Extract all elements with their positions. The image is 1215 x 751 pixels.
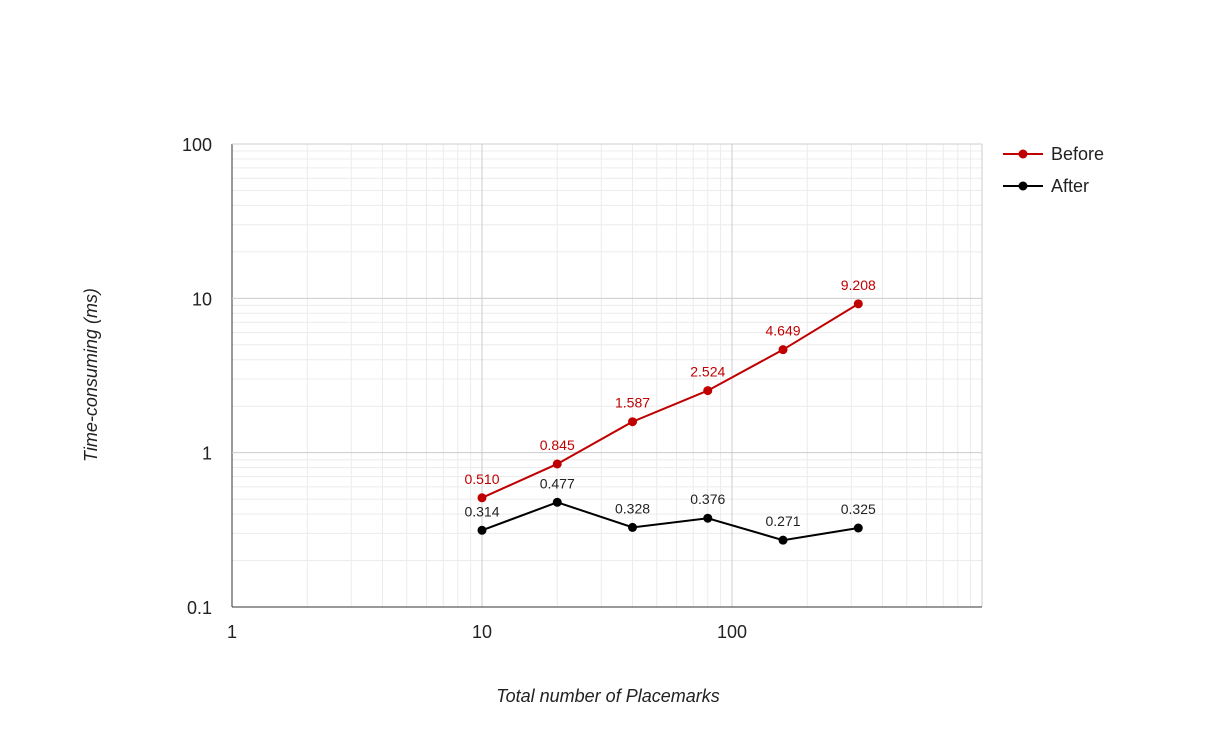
series-layer: 0.510 0.845 1.587 2.524 4.649 9.208 0.314 0.477…: [464, 277, 876, 545]
x-axis-ticks: 1 10 100: [227, 622, 747, 642]
data-point-before: [778, 345, 788, 355]
data-point-before: [703, 386, 713, 396]
x-tick-label: 10: [472, 622, 492, 642]
y-tick-label: 1: [202, 444, 212, 464]
x-axis-title: Total number of Placemarks: [496, 686, 719, 706]
series-line-after: [481, 501, 859, 542]
data-point-after: [552, 497, 562, 507]
data-point-before: [552, 459, 562, 469]
legend-item-after: After: [1003, 176, 1089, 196]
data-label-before: 1.587: [615, 395, 650, 411]
data-label-before: 9.208: [841, 277, 876, 293]
legend-swatch-marker: [1018, 181, 1028, 191]
legend-swatch-marker: [1018, 149, 1028, 159]
series-after: 0.314 0.477 0.328 0.376 0.271 0.325: [464, 475, 876, 545]
series-line-before: [481, 303, 859, 499]
data-label-after: 0.271: [766, 513, 801, 529]
data-point-before: [628, 417, 638, 427]
data-point-after: [628, 522, 638, 532]
x-tick-label: 100: [717, 622, 747, 642]
minor-gridlines: [232, 144, 982, 607]
data-label-before: 0.510: [464, 471, 499, 487]
series-before: 0.510 0.845 1.587 2.524 4.649 9.208: [464, 277, 876, 503]
data-label-before: 0.845: [540, 437, 575, 453]
x-tick-label: 1: [227, 622, 237, 642]
data-point-after: [703, 513, 713, 523]
data-label-before: 2.524: [690, 364, 725, 380]
legend: Before After: [1003, 144, 1104, 196]
y-tick-label: 10: [192, 289, 212, 309]
legend-item-before: Before: [1003, 144, 1104, 164]
y-tick-label: 100: [182, 135, 212, 155]
legend-label: After: [1051, 176, 1089, 196]
data-label-after: 0.328: [615, 500, 650, 516]
data-point-after: [853, 523, 863, 533]
legend-label: Before: [1051, 144, 1104, 164]
data-point-before: [853, 299, 863, 309]
data-label-before: 4.649: [766, 323, 801, 339]
data-point-after: [778, 535, 788, 545]
data-label-after: 0.477: [540, 475, 575, 491]
data-label-after: 0.376: [690, 491, 725, 507]
data-point-before: [477, 493, 487, 503]
data-label-after: 0.325: [841, 501, 876, 517]
y-tick-label: 0.1: [187, 598, 212, 618]
data-point-after: [477, 525, 487, 535]
major-gridlines: [231, 143, 983, 608]
data-label-after: 0.314: [464, 503, 499, 519]
y-axis-ticks: 0.1 1 10 100: [182, 135, 212, 618]
y-axis-title: Time-consuming (ms): [81, 288, 101, 462]
